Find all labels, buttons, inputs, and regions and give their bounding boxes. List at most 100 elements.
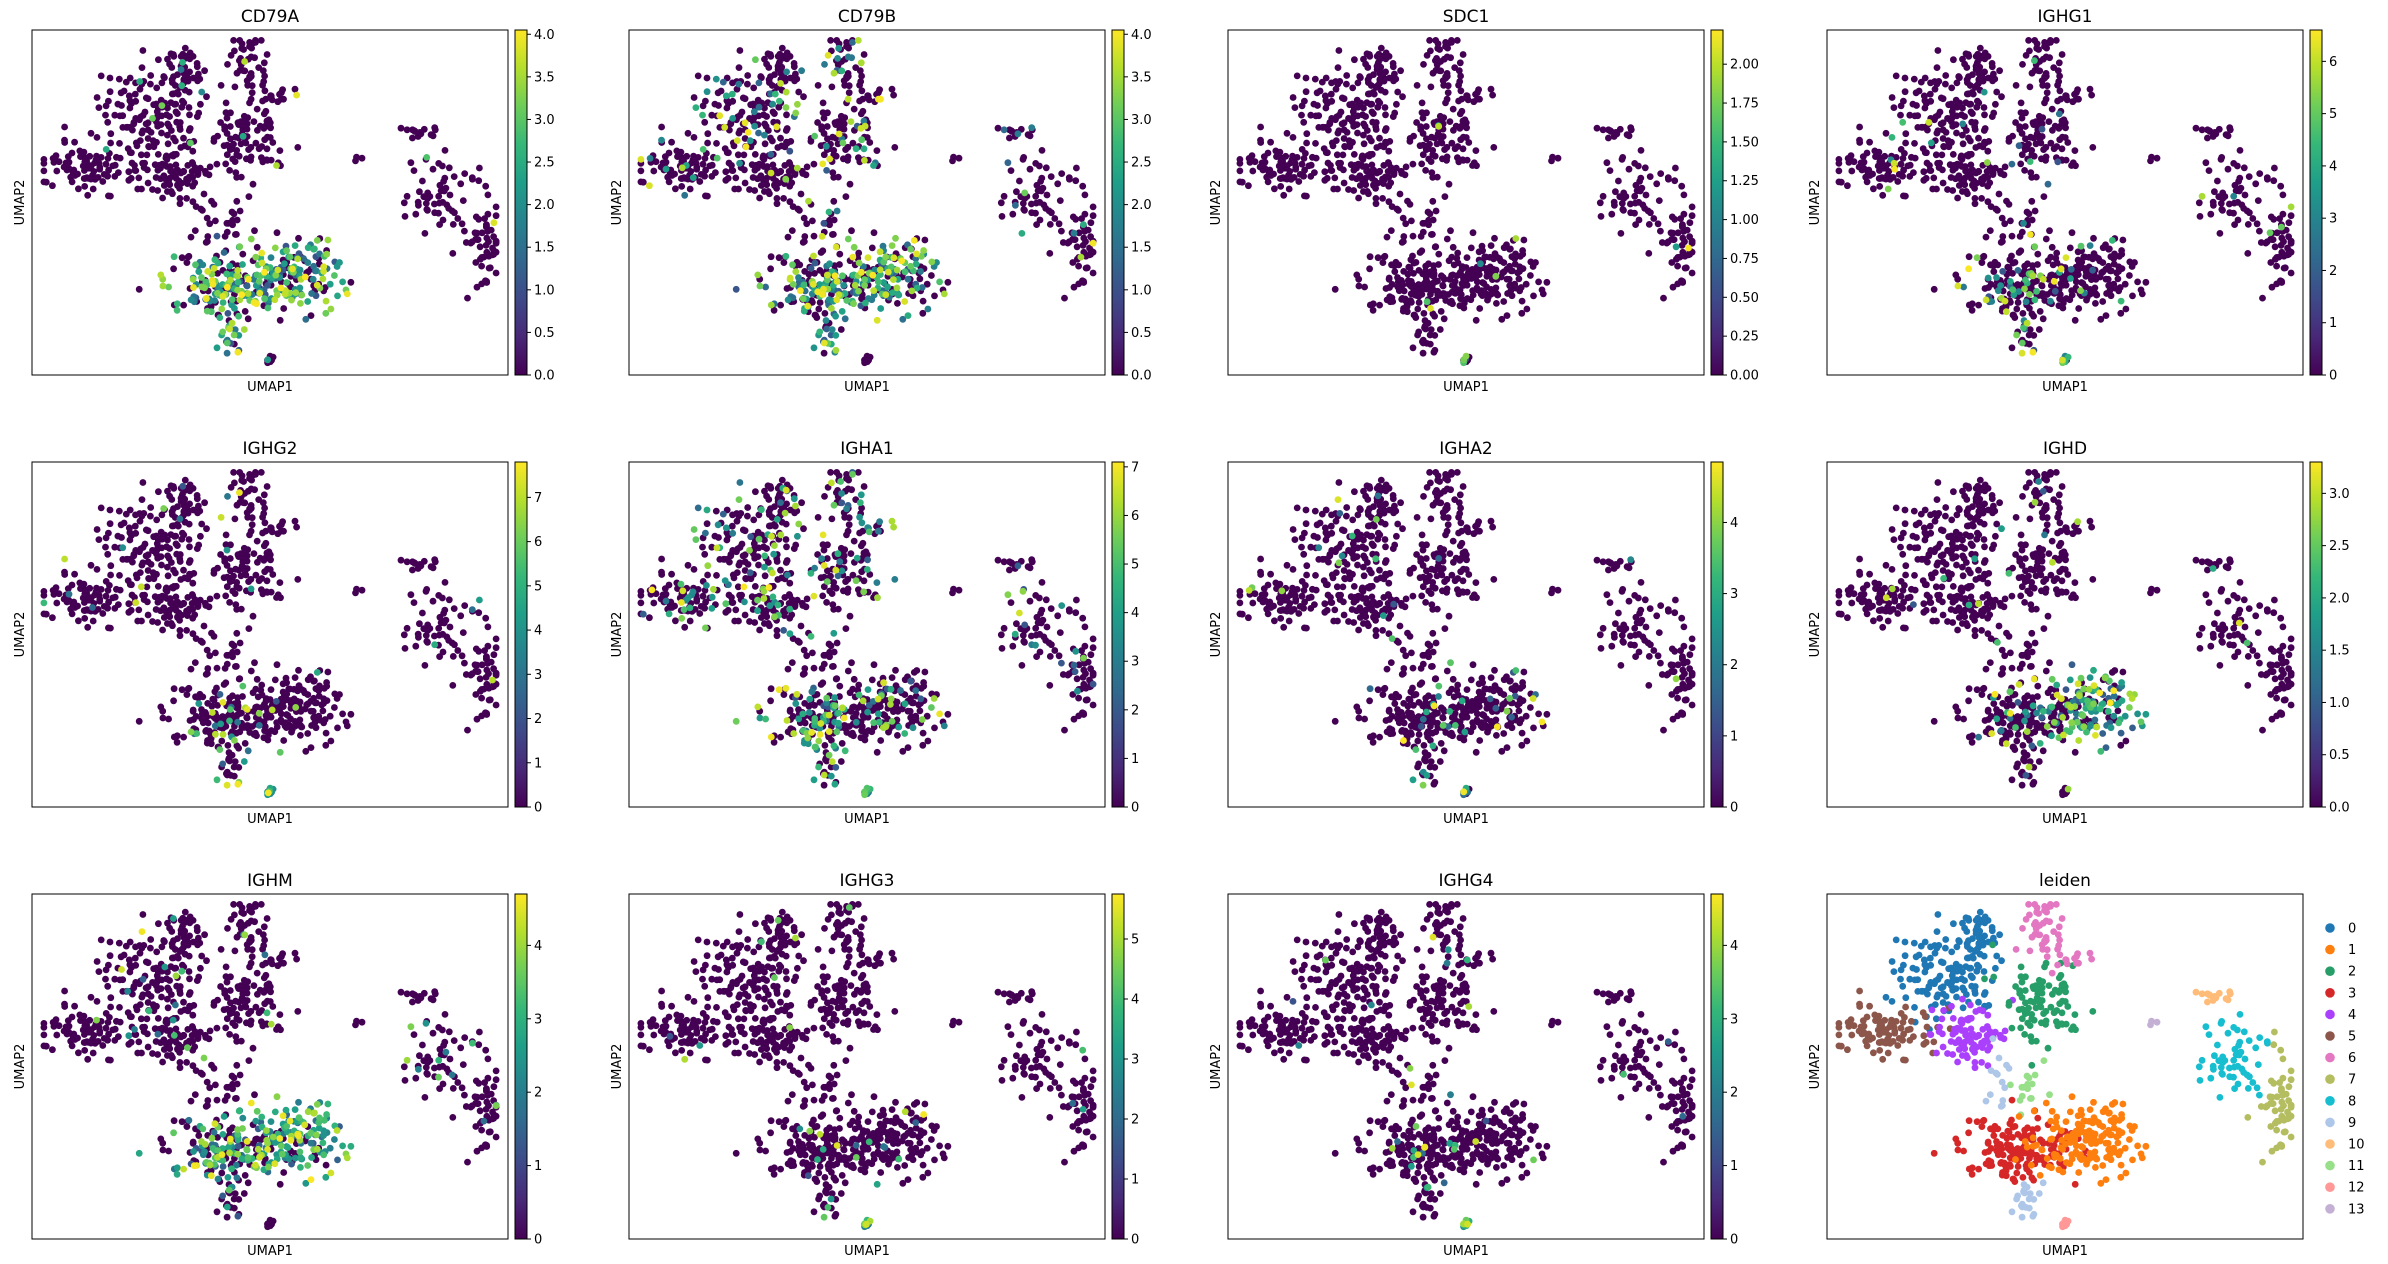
scatter-point (211, 256, 219, 264)
scatter-point (751, 151, 759, 158)
scatter-point (107, 562, 115, 570)
scatter-point (492, 212, 500, 220)
scatter-point (168, 127, 175, 134)
scatter-point (176, 551, 184, 558)
scatter-point (761, 131, 768, 139)
scatter-point (397, 124, 405, 132)
scatter-point (1377, 74, 1385, 82)
scatter-point (295, 666, 302, 674)
scatter-point (153, 138, 160, 146)
scatter-point (259, 158, 267, 166)
scatter-point (1837, 178, 1845, 186)
scatter-point (1420, 310, 1428, 317)
scatter-point (2054, 81, 2062, 89)
scatter-point (478, 229, 486, 237)
scatter-point (1975, 99, 1983, 107)
scatter-point (144, 611, 152, 619)
scatter-point (247, 156, 255, 164)
scatter-point (1349, 84, 1357, 92)
scatter-point (1028, 124, 1036, 132)
scatter-point (1302, 88, 1310, 96)
scatter-point (163, 584, 170, 592)
scatter-point (1073, 164, 1080, 172)
scatter-point (1660, 294, 1667, 302)
scatter-point (197, 532, 204, 540)
scatter-point (2035, 67, 2042, 75)
scatter-point (1993, 274, 2000, 281)
scatter-point (767, 301, 775, 309)
scatter-point (715, 102, 722, 109)
scatter-point (111, 543, 119, 551)
scatter-point (208, 197, 215, 205)
scatter-point (1468, 275, 1475, 282)
scatter-point (1472, 316, 1480, 324)
scatter-point (276, 316, 284, 324)
scatter-point (251, 227, 258, 235)
scatter-point (160, 604, 168, 612)
scatter-point (140, 510, 148, 517)
scatter-point (924, 305, 932, 313)
scatter-point (1474, 286, 1482, 294)
scatter-point (237, 140, 245, 148)
scatter-point (849, 139, 857, 147)
scatter-point (1477, 260, 1484, 268)
scatter-point (243, 77, 251, 85)
scatter-point (1618, 155, 1626, 163)
scatter-point (1934, 47, 1942, 54)
scatter-point (809, 281, 817, 288)
scatter-point (1610, 133, 1618, 140)
scatter-point (1328, 97, 1336, 105)
scatter-point (1484, 296, 1491, 304)
scatter-point (1980, 127, 1988, 134)
scatter-point (1289, 152, 1296, 160)
scatter-point (2008, 344, 2016, 352)
scatter-point (2271, 243, 2279, 251)
scatter-point (253, 732, 260, 740)
scatter-point (789, 203, 797, 211)
scatter-point (229, 221, 237, 229)
scatter-point (752, 56, 759, 64)
scatter-point (81, 167, 88, 174)
scatter-point (220, 249, 228, 256)
scatter-point (1469, 229, 1477, 237)
scatter-point (704, 139, 711, 147)
scatter-point (188, 159, 196, 166)
scatter-point (1370, 110, 1377, 117)
scatter-point (703, 88, 711, 96)
scatter-point (1942, 72, 1950, 79)
scatter-point (247, 143, 255, 151)
scatter-point (2014, 281, 2021, 288)
scatter-point (2048, 243, 2056, 251)
scatter-point (187, 665, 195, 673)
scatter-point (294, 576, 302, 583)
scatter-point (783, 49, 791, 57)
scatter-point (1982, 296, 1990, 304)
scatter-point (1298, 111, 1305, 119)
scatter-point (2022, 298, 2030, 306)
scatter-point (1350, 113, 1357, 121)
scatter-point (1930, 174, 1938, 182)
scatter-point (253, 537, 261, 545)
scatter-point (247, 235, 255, 243)
scatter-point (2055, 59, 2063, 67)
scatter-point (199, 261, 207, 269)
scatter-point (307, 312, 315, 319)
scatter-point (928, 258, 936, 266)
scatter-point (2285, 250, 2293, 258)
scatter-point (472, 259, 480, 266)
scatter-point (857, 124, 865, 132)
scatter-point (245, 625, 253, 632)
scatter-point (126, 529, 134, 537)
scatter-point (931, 292, 938, 300)
scatter-point (1530, 292, 1537, 300)
scatter-point (1986, 179, 1994, 187)
scatter-point (280, 95, 287, 103)
scatter-point (324, 668, 332, 676)
scatter-point (135, 717, 143, 725)
scatter-point (185, 173, 193, 181)
scatter-point (193, 495, 201, 503)
scatter-point (233, 501, 241, 509)
